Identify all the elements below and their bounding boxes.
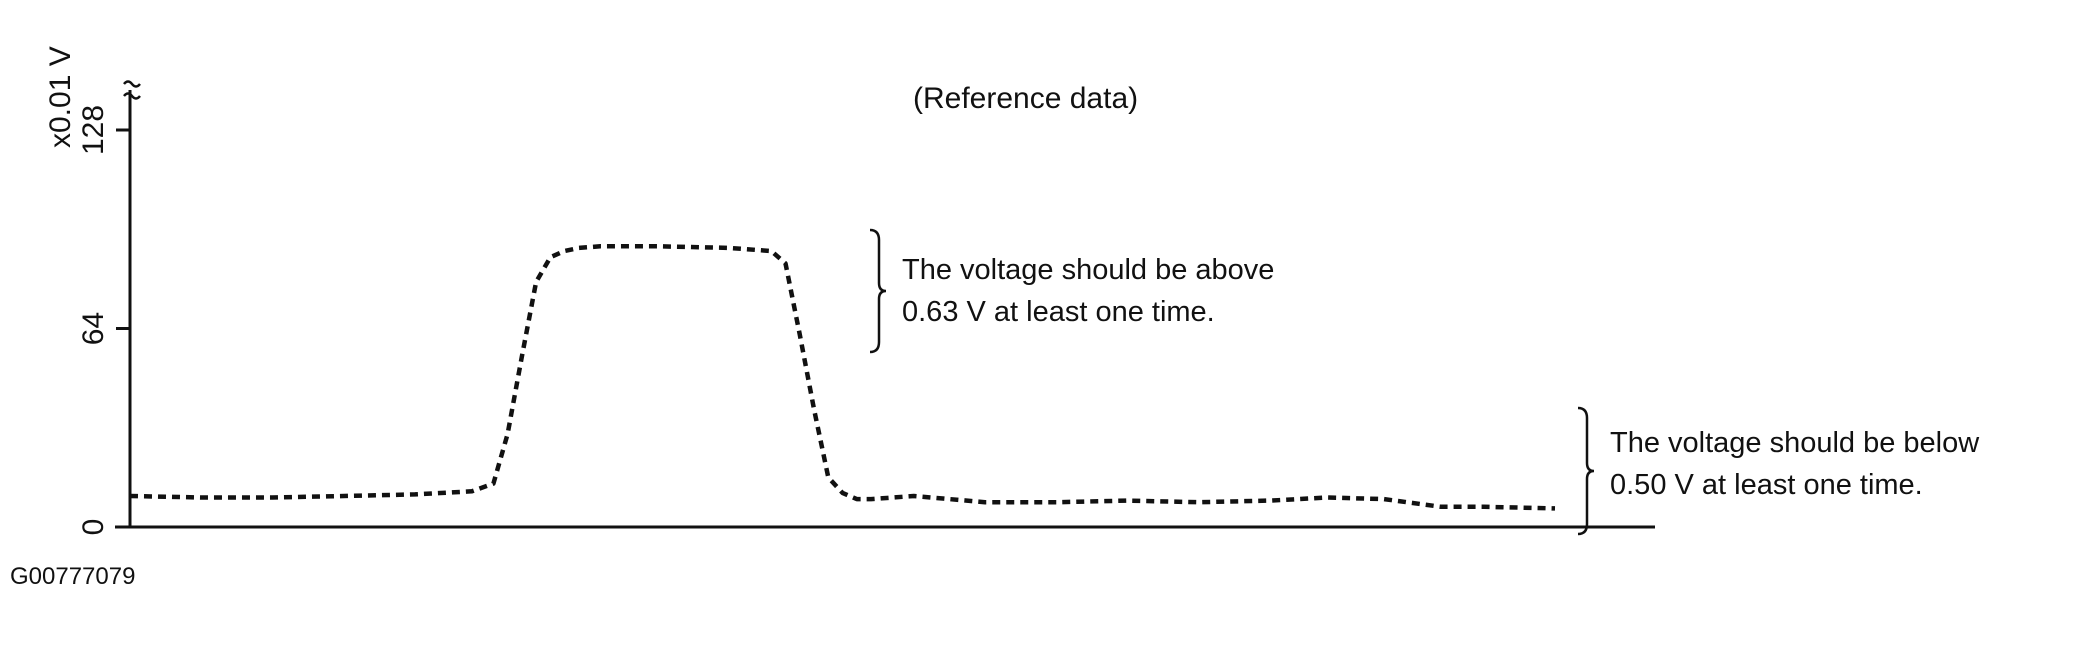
- annotation-bracket-above: [869, 228, 887, 354]
- chart-title: (Reference data): [913, 82, 1138, 115]
- axis-break-icon: [123, 80, 141, 100]
- annotation-below-line2: 0.50 V at least one time.: [1610, 469, 1923, 501]
- y-tick-label: 64: [77, 312, 110, 345]
- annotation-below-line1: The voltage should be below: [1610, 427, 1980, 459]
- figure-id: G00777079: [10, 563, 135, 590]
- series-line: [129, 244, 1556, 511]
- y-tick-label: 0: [77, 519, 110, 536]
- y-axis-label: x0.01 V: [44, 46, 77, 148]
- annotation-above-line2: 0.63 V at least one time.: [902, 296, 1215, 328]
- y-tick-label: 128: [77, 105, 110, 155]
- annotation-above-line1: The voltage should be above: [902, 254, 1274, 286]
- y-ticks: 0 64 128: [77, 105, 130, 535]
- annotation-bracket-below: [1577, 406, 1595, 536]
